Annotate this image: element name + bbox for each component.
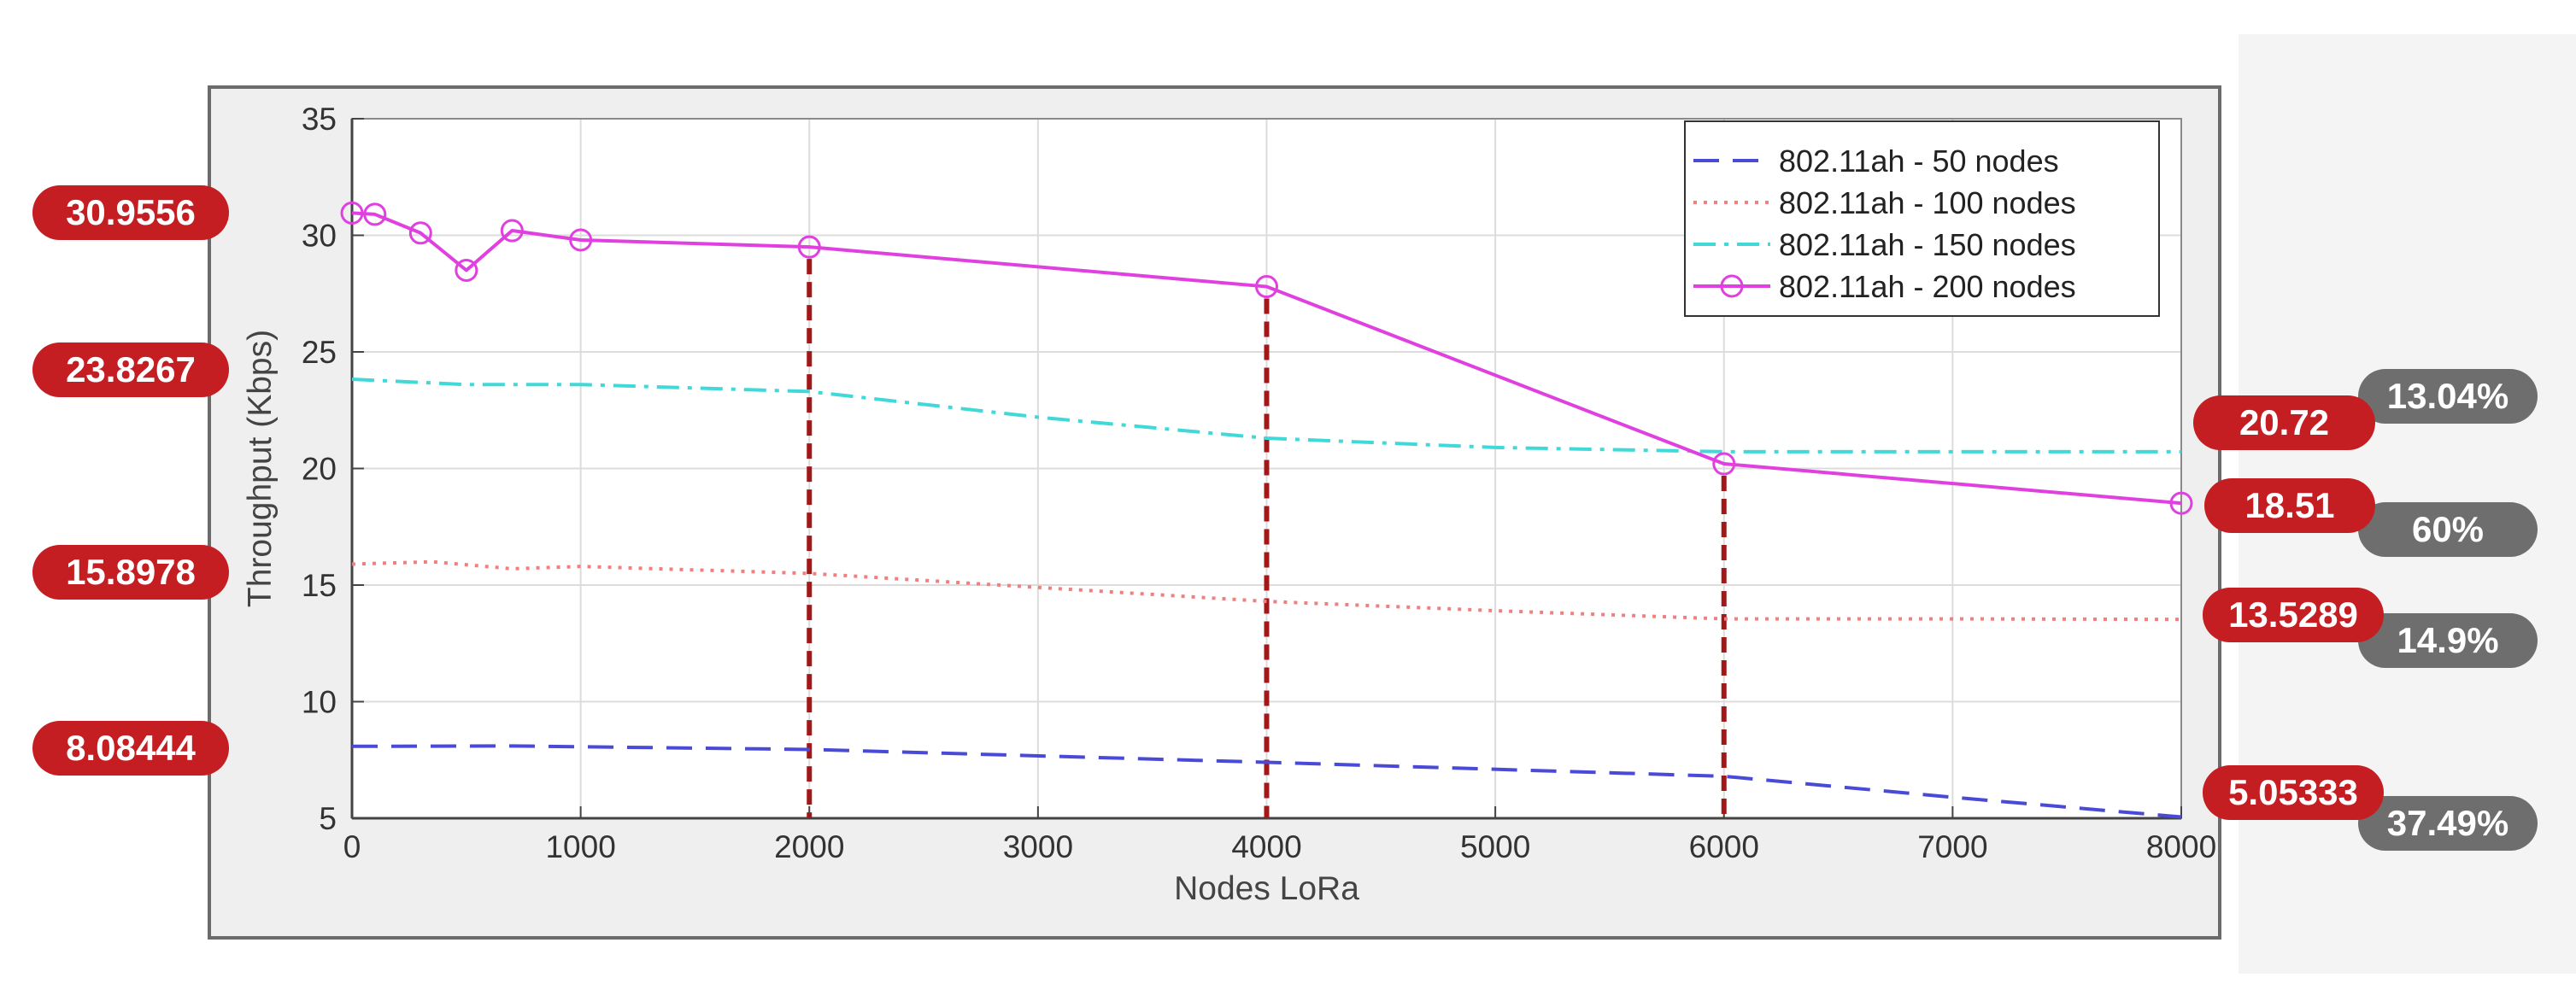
x-tick-label: 2000 [774, 829, 844, 864]
x-axis-title: Nodes LoRa [1174, 870, 1359, 907]
y-tick-label: 35 [302, 102, 337, 137]
legend-label: 802.11ah - 200 nodes [1779, 269, 2076, 304]
right-pct-200-nodes: 60% [2358, 502, 2538, 557]
legend-box [1684, 120, 2160, 317]
right-pct-50-nodes: 37.49% [2358, 796, 2538, 851]
left-annotation-100-nodes: 15.8978 [32, 545, 229, 600]
y-tick-label: 15 [302, 568, 337, 603]
y-axis-title: Throughput (Kbps) [242, 330, 279, 607]
series-line-3 [351, 211, 2182, 506]
right-annotation-50-nodes: 5.05333 [2203, 765, 2384, 820]
x-tick-label: 5000 [1460, 829, 1530, 864]
right-annotation-200-nodes: 18.51 [2204, 478, 2375, 533]
y-tick-label: 30 [302, 219, 337, 254]
y-tick-label: 20 [302, 452, 337, 487]
data-point-marker [500, 219, 524, 243]
x-tick-label: 7000 [1917, 829, 1987, 864]
data-point-marker [569, 228, 593, 252]
y-tick-label: 10 [302, 685, 337, 720]
x-tick-label: 6000 [1689, 829, 1759, 864]
right-pct-100-nodes: 14.9% [2358, 613, 2538, 668]
legend-label: 802.11ah - 100 nodes [1779, 185, 2076, 220]
data-point-marker [455, 258, 478, 282]
left-annotation-150-nodes: 23.8267 [32, 342, 229, 397]
legend-label: 802.11ah - 150 nodes [1779, 227, 2076, 262]
series-line-0 [351, 744, 2182, 819]
data-point-marker [1255, 275, 1278, 299]
right-annotation-100-nodes: 13.5289 [2203, 588, 2384, 642]
left-annotation-50-nodes: 8.08444 [32, 721, 229, 776]
data-point-marker [797, 235, 821, 259]
y-tick-label: 25 [302, 335, 337, 370]
x-tick-label: 1000 [545, 829, 615, 864]
legend-marker [1720, 274, 1744, 298]
left-annotation-200-nodes: 30.9556 [32, 185, 229, 240]
x-tick-label: 8000 [2146, 829, 2216, 864]
x-tick-label: 4000 [1231, 829, 1301, 864]
data-point-marker [363, 202, 387, 226]
data-point-marker [340, 201, 364, 225]
data-point-marker [408, 221, 432, 245]
y-tick-label: 5 [319, 801, 337, 836]
x-tick-label: 0 [343, 829, 361, 864]
legend-label: 802.11ah - 50 nodes [1779, 143, 2059, 179]
series-line-1 [351, 559, 2182, 622]
series-line-2 [351, 378, 2181, 454]
right-pct-150-nodes: 13.04% [2358, 369, 2538, 424]
data-point-marker [1712, 452, 1736, 476]
x-tick-label: 3000 [1003, 829, 1073, 864]
chart-svg: 0 1000 2000 3000 4000 5000 6000 7000 8000 5 10 15 20… [242, 102, 2216, 907]
right-annotation-150-nodes: 20.72 [2193, 395, 2375, 450]
data-point-marker [2169, 491, 2193, 515]
chart-frame: 0 1000 2000 3000 4000 5000 6000 7000 8000 5 10 15 20… [208, 85, 2221, 940]
